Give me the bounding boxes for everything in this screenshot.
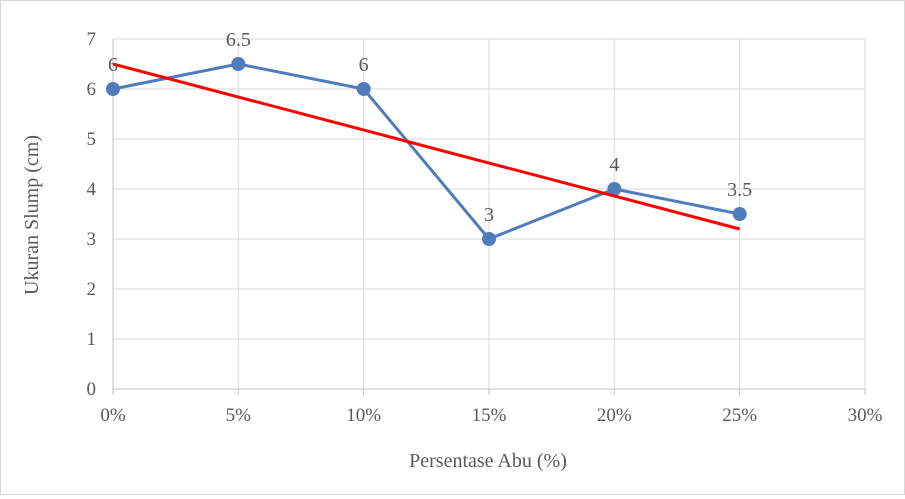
y-tick-label: 3 (87, 229, 97, 250)
y-tick-label: 7 (87, 29, 97, 50)
y-tick-label: 2 (87, 279, 97, 300)
data-point (482, 232, 496, 246)
y-tick-label: 0 (87, 379, 97, 400)
data-label: 6 (108, 54, 118, 76)
data-point (231, 57, 245, 71)
data-label: 3 (484, 204, 494, 226)
x-tick-label: 10% (346, 405, 381, 426)
x-axis-title: Persentase Abu (%) (409, 450, 567, 472)
x-tick-label: 5% (226, 405, 252, 426)
x-tick-label: 15% (472, 405, 507, 426)
x-tick-label: 20% (597, 405, 632, 426)
data-label: 4 (609, 154, 619, 176)
data-label: 3.5 (727, 179, 752, 201)
data-point (106, 82, 120, 96)
y-tick-label: 4 (87, 179, 97, 200)
y-axis-title: Ukuran Slump (cm) (21, 135, 43, 295)
x-tick-label: 25% (722, 405, 757, 426)
data-point (733, 207, 747, 221)
x-tick-label: 0% (100, 405, 126, 426)
series (106, 57, 747, 246)
y-tick-label: 6 (87, 79, 97, 100)
data-point (357, 82, 371, 96)
data-label: 6 (359, 54, 369, 76)
y-tick-label: 1 (87, 329, 97, 350)
data-label: 6.5 (226, 29, 251, 51)
y-tick-label: 5 (87, 129, 97, 150)
x-tick-label: 30% (848, 405, 883, 426)
